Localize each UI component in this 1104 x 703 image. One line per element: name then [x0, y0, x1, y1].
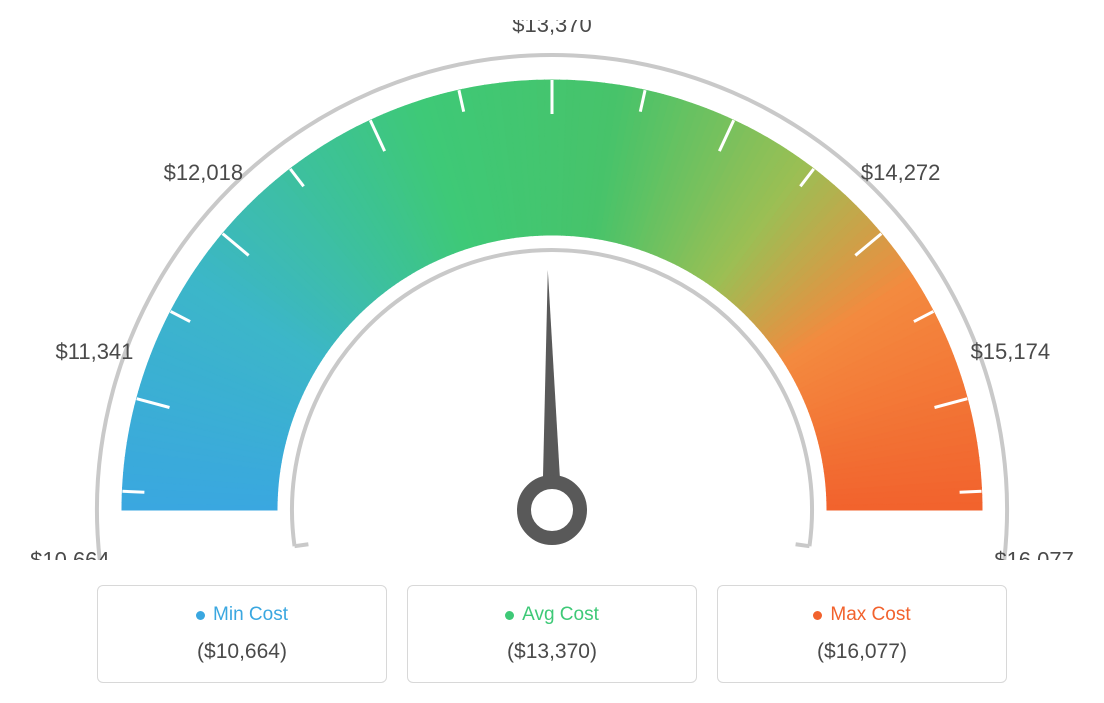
legend-title-text: Min Cost [213, 604, 288, 626]
legend-title-text: Avg Cost [522, 604, 599, 626]
dot-icon [196, 611, 205, 620]
legend-card-avg: Avg Cost ($13,370) [407, 585, 697, 683]
legend-value-text: ($13,370) [418, 640, 686, 664]
svg-text:$13,370: $13,370 [512, 20, 592, 37]
dot-icon [813, 611, 822, 620]
legend-row: Min Cost ($10,664) Avg Cost ($13,370) Ma… [97, 585, 1007, 683]
svg-text:$14,272: $14,272 [861, 160, 941, 185]
legend-value-text: ($10,664) [108, 640, 376, 664]
legend-title-text: Max Cost [830, 604, 910, 626]
svg-text:$10,664: $10,664 [30, 548, 110, 560]
gauge-chart: $10,664 $11,341 $12,018 $13,370 $14,272 $15,1… [22, 20, 1082, 565]
dot-icon [505, 611, 514, 620]
svg-text:$16,077: $16,077 [994, 548, 1074, 560]
svg-text:$12,018: $12,018 [164, 160, 244, 185]
legend-card-max: Max Cost ($16,077) [717, 585, 1007, 683]
svg-text:$11,341: $11,341 [56, 339, 134, 364]
svg-text:$15,174: $15,174 [971, 339, 1051, 364]
legend-card-min: Min Cost ($10,664) [97, 585, 387, 683]
legend-value-text: ($16,077) [728, 640, 996, 664]
